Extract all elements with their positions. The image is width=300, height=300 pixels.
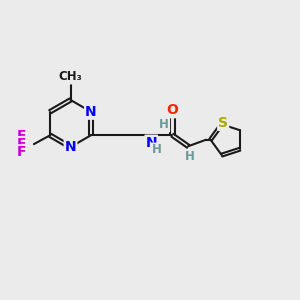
Text: S: S [218,116,228,130]
Text: N: N [85,105,97,119]
Text: O: O [167,103,178,117]
Text: N: N [146,136,157,150]
Text: H: H [152,143,161,157]
Text: F: F [16,137,26,151]
Text: CH₃: CH₃ [58,70,82,83]
Text: F: F [16,146,26,159]
Text: H: H [185,150,194,163]
Text: H: H [159,118,169,131]
Text: N: N [65,140,76,154]
Text: F: F [16,129,26,143]
